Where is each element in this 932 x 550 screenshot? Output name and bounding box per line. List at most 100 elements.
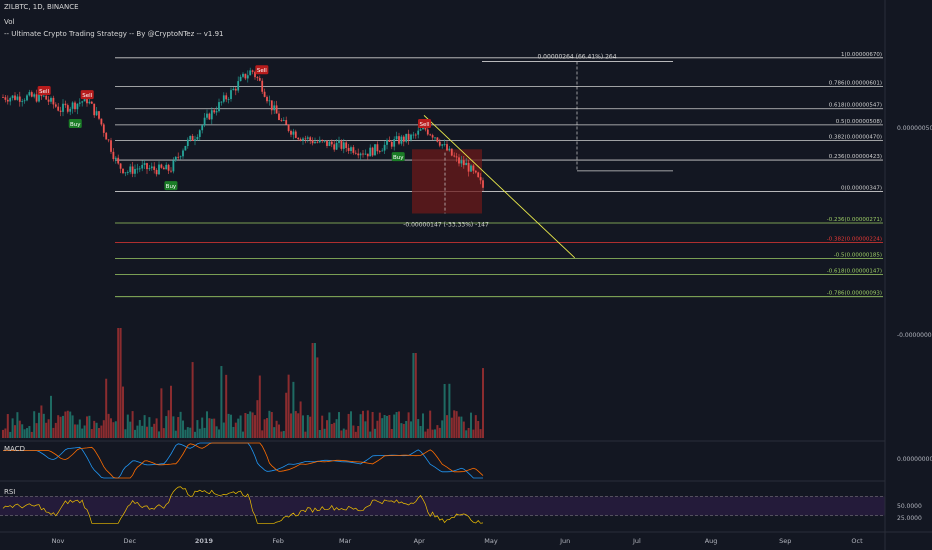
time-tick-label: Sep — [779, 537, 791, 545]
candle-body — [155, 169, 158, 175]
candle-body — [431, 135, 434, 138]
candle-body — [254, 71, 256, 78]
time-tick-label: Aug — [705, 537, 718, 545]
candle-body — [90, 101, 93, 104]
volume-bar — [136, 425, 139, 438]
volume-bar — [50, 395, 52, 438]
volume-bar — [222, 422, 225, 438]
volume-bar — [419, 426, 422, 438]
candle-body — [129, 166, 132, 173]
fib-label: 0.382(0.00000470) — [829, 135, 882, 141]
candle-body — [126, 172, 129, 173]
candle-body — [74, 102, 76, 110]
volume-bar — [261, 430, 264, 438]
candle-body — [160, 164, 163, 168]
volume-bar — [422, 413, 424, 438]
volume-bar — [239, 415, 242, 438]
volume-bar — [374, 428, 376, 438]
indicator-panes — [0, 442, 885, 524]
candle-body — [314, 141, 316, 144]
badge-box — [37, 85, 51, 95]
candle-body — [405, 133, 408, 142]
volume-bar — [167, 410, 170, 438]
volume-bar — [57, 415, 60, 438]
volume-bar — [278, 424, 280, 438]
candle-body — [261, 80, 264, 92]
candle-body — [198, 130, 201, 137]
candle-body — [186, 139, 189, 146]
volume-bar — [126, 414, 129, 438]
volume-bar — [186, 427, 189, 438]
volume-bar — [131, 411, 134, 438]
candle-body — [419, 129, 422, 131]
candle-body — [402, 136, 405, 142]
measure-down-label: -0.00000147 (-33.33%) -147 — [403, 221, 489, 228]
volume-bar — [114, 421, 117, 438]
candle-body — [282, 120, 285, 121]
volume-bar — [266, 418, 268, 438]
volume-bar — [194, 431, 196, 438]
fibonacci-levels: 1(0.00000670) 0.786(0.00000601) 0.618(0.00… — [115, 52, 883, 298]
volume-bar — [453, 410, 456, 438]
candle-body — [273, 105, 276, 111]
volume-bar — [42, 413, 45, 438]
candle-body — [201, 125, 204, 131]
fib-label: 0.786(0.00000601) — [829, 80, 882, 86]
volume-bar — [318, 429, 321, 438]
candle-body — [462, 160, 465, 166]
candle-body — [148, 168, 151, 170]
badge-label: Buy — [393, 155, 404, 161]
candle-body — [364, 153, 367, 155]
volume-bar — [95, 422, 98, 438]
volume-bar — [340, 430, 343, 438]
volume-bar — [227, 413, 230, 438]
candle-body — [208, 113, 211, 120]
candle-body — [398, 136, 400, 144]
candle-body — [390, 141, 393, 147]
candle-body — [69, 108, 72, 112]
candle-body — [270, 100, 273, 111]
volume-bar — [90, 429, 93, 438]
candle-body — [42, 95, 45, 97]
volume-bar — [81, 428, 84, 438]
candle-body — [441, 144, 444, 146]
candle-body — [102, 124, 105, 133]
volume-bar — [431, 429, 434, 438]
volume-bar — [294, 411, 297, 438]
volume-bar — [174, 430, 177, 438]
volume-bar — [412, 353, 415, 438]
candle-body — [470, 165, 472, 172]
volume-bar — [119, 328, 122, 438]
candle-body — [472, 165, 475, 171]
volume-bar — [299, 401, 302, 438]
volume-bar — [381, 418, 384, 438]
candle-body — [153, 166, 156, 170]
volume-bar — [304, 431, 307, 438]
volume-bar — [273, 427, 276, 438]
volume-bar — [146, 426, 148, 438]
candle-body — [477, 172, 480, 178]
volume-bar — [141, 425, 144, 438]
candle-body — [376, 144, 379, 152]
volume-bar — [364, 421, 367, 438]
candle-body — [194, 139, 196, 141]
sell-badge: Sell — [80, 90, 94, 100]
candle-body — [26, 95, 28, 101]
candle-body — [196, 136, 199, 140]
candle-body — [357, 153, 360, 156]
volume-bar — [203, 427, 206, 438]
volume-bar — [2, 429, 4, 438]
candle-body — [263, 91, 266, 97]
candle-body — [222, 95, 225, 102]
volume-bar — [230, 414, 232, 438]
candle-body — [146, 163, 148, 170]
volume-bar — [268, 410, 271, 438]
volume-bar — [285, 392, 288, 438]
strategy-legend: -- Ultimate Crypto Trading Strategy -- B… — [4, 30, 224, 38]
volume-bar — [376, 420, 379, 438]
volume-bar — [443, 383, 446, 438]
volume-bar — [352, 425, 355, 438]
candle-body — [167, 164, 170, 171]
volume-bar — [424, 431, 427, 438]
